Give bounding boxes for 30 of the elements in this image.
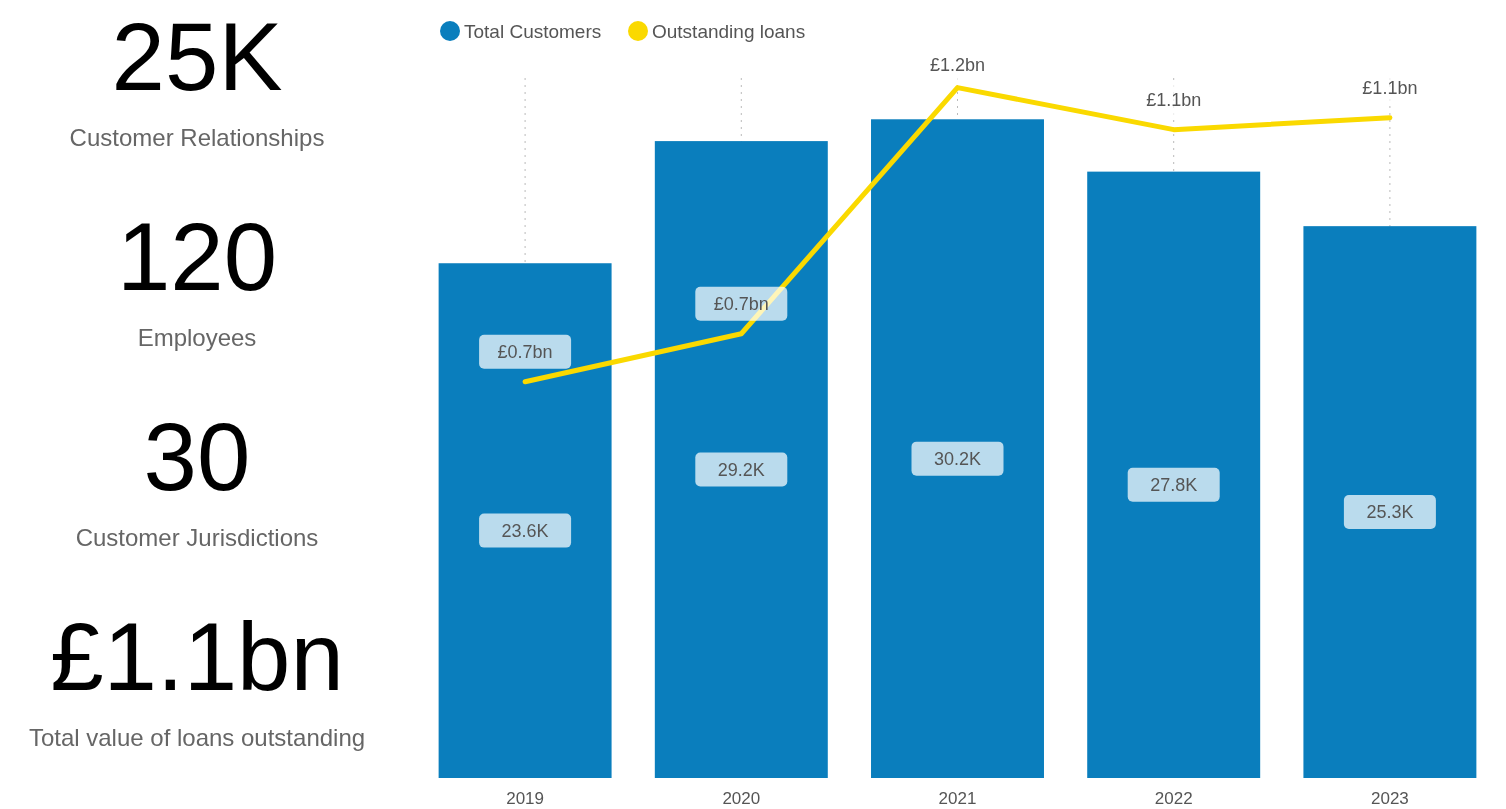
- bar: [1303, 226, 1477, 778]
- text: £1.1bn: [50, 603, 344, 710]
- x-tick-label: 2020: [722, 789, 761, 808]
- x-tick-label: 2023: [1370, 789, 1409, 808]
- data-label: 23.6K: [501, 520, 549, 541]
- data-label: £0.7bn: [497, 341, 553, 362]
- bar: [438, 263, 612, 778]
- x-tick-label: 2019: [506, 789, 545, 808]
- data-label: £1.2bn: [929, 55, 986, 75]
- data-label: £1.1bn: [1146, 89, 1202, 110]
- x-tick-label: 2021: [938, 789, 977, 808]
- data-label: 29.2K: [717, 459, 765, 480]
- data-label: £1.1bn: [1362, 77, 1418, 98]
- x-tick-label: 2022: [1154, 789, 1193, 808]
- text: Customer Relationships: [69, 124, 325, 151]
- data-label: £0.7bn: [713, 293, 769, 314]
- data-label: 30.2K: [933, 448, 982, 469]
- text: Employees: [137, 324, 257, 351]
- legend-label: Total Customers: [464, 21, 602, 42]
- bar: [654, 141, 828, 778]
- data-label: 27.8K: [1150, 474, 1198, 495]
- text: 30: [143, 403, 251, 510]
- data-label: 25.3K: [1366, 502, 1414, 523]
- text: Customer Jurisdictions: [75, 524, 319, 551]
- text: 25K: [111, 3, 283, 110]
- text: Total value of loans outstanding: [28, 724, 366, 751]
- legend-label: Outstanding loans: [652, 21, 806, 42]
- bar: [1087, 171, 1261, 778]
- text: 120: [116, 203, 278, 310]
- bar: [871, 119, 1044, 778]
